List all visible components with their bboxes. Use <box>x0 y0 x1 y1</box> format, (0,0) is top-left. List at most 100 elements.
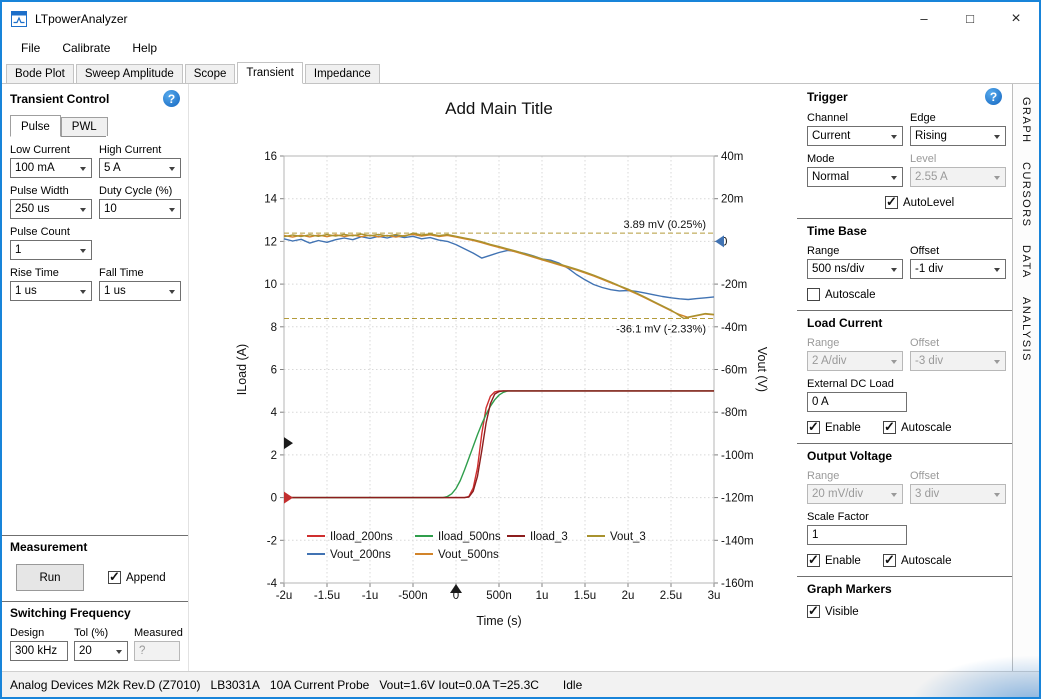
close-button[interactable]: × <box>1011 9 1021 27</box>
trigger-edge-select[interactable]: Rising <box>910 126 1006 146</box>
svg-text:-160m: -160m <box>721 578 754 590</box>
pulse-count-select[interactable]: 1 <box>10 240 92 260</box>
tab-impedance[interactable]: Impedance <box>304 64 380 83</box>
chevron-down-icon <box>994 268 1000 272</box>
load-current-offset-select: -3 div <box>910 351 1006 371</box>
side-tab-data[interactable]: DATA <box>1020 245 1032 279</box>
time-base-offset-select[interactable]: -1 div <box>910 259 1006 279</box>
status-state: Idle <box>562 677 583 692</box>
checkbox-icon <box>883 419 896 435</box>
rise-time-select[interactable]: 1 us <box>10 281 92 301</box>
external-dc-load-label: External DC Load <box>807 378 894 390</box>
svg-text:3.89 mV (0.25%): 3.89 mV (0.25%) <box>623 219 706 231</box>
divider <box>797 310 1012 311</box>
low-current-select[interactable]: 100 mA <box>10 158 92 178</box>
time-base-autoscale-checkbox[interactable]: Autoscale <box>807 288 1002 301</box>
measurement-header: Measurement <box>10 540 88 554</box>
side-tab-cursors[interactable]: CURSORS <box>1020 161 1032 228</box>
high-current-select[interactable]: 5 A <box>99 158 181 178</box>
output-voltage-header: Output Voltage <box>807 449 893 463</box>
svg-text:-80m: -80m <box>721 407 747 419</box>
svg-text:ILoad (A): ILoad (A) <box>235 344 249 395</box>
svg-text:0: 0 <box>453 590 459 602</box>
tab-scope[interactable]: Scope <box>184 64 236 83</box>
window-title: LTpowerAnalyzer <box>35 11 128 26</box>
trigger-edge-value: Rising <box>915 130 947 142</box>
tab-sweep-amplitude[interactable]: Sweep Amplitude <box>75 64 183 83</box>
pulse-width-select[interactable]: 250 us <box>10 199 92 219</box>
autolevel-checkbox[interactable]: AutoLevel <box>885 194 1002 210</box>
tolerance-select[interactable]: 20 <box>74 641 128 661</box>
output-voltage-range-value: 20 mV/div <box>812 488 864 500</box>
design-frequency-input[interactable] <box>10 641 68 661</box>
trigger-mode-select[interactable]: Normal <box>807 167 903 187</box>
subtab-pulse[interactable]: Pulse <box>10 115 61 137</box>
tol-label: Tol (%) <box>74 627 109 639</box>
append-checkbox[interactable]: Append <box>108 569 166 585</box>
menu-help[interactable]: Help <box>132 41 158 55</box>
minimize-button[interactable]: – <box>920 11 928 26</box>
switching-frequency-header: Switching Frequency <box>10 606 131 620</box>
output-voltage-enable-checkbox[interactable]: Enable <box>807 552 883 568</box>
help-icon[interactable]: ? <box>163 90 180 107</box>
chevron-down-icon <box>891 176 897 180</box>
pulse-pwl-tabs: Pulse PWL <box>10 115 108 137</box>
transient-chart: 16 40m 14 20m 12 0 10 -20m 8 -40m 6 -60m 4 -80m 2 -100m… <box>189 84 797 671</box>
fall-time-label: Fall Time <box>99 267 144 279</box>
output-voltage-autoscale-label: Autoscale <box>901 554 952 567</box>
scale-factor-input[interactable] <box>807 525 907 545</box>
rise-time-value: 1 us <box>15 285 37 297</box>
trigger-mode-value: Normal <box>812 171 850 183</box>
tab-transient[interactable]: Transient <box>237 62 303 84</box>
svg-text:-140m: -140m <box>721 535 754 547</box>
load-current-autoscale-label: Autoscale <box>901 421 952 434</box>
svg-text:0: 0 <box>271 493 277 505</box>
high-current-label: High Current <box>99 144 162 156</box>
tolerance-value: 20 <box>79 645 92 657</box>
markers-visible-checkbox[interactable]: Visible <box>807 603 1002 619</box>
maximize-button[interactable]: □ <box>966 11 974 26</box>
low-current-value: 100 mA <box>15 162 55 174</box>
output-voltage-autoscale-checkbox[interactable]: Autoscale <box>883 552 952 568</box>
svg-text:-4: -4 <box>267 578 278 590</box>
load-current-autoscale-checkbox[interactable]: Autoscale <box>883 419 952 435</box>
tab-bode-plot[interactable]: Bode Plot <box>6 64 74 83</box>
output-voltage-range-label: Range <box>807 470 840 482</box>
checkbox-icon <box>807 288 820 301</box>
menu-file[interactable]: File <box>21 41 41 55</box>
chevron-down-icon <box>994 135 1000 139</box>
autolevel-label: AutoLevel <box>903 196 955 209</box>
trigger-channel-select[interactable]: Current <box>807 126 903 146</box>
svg-text:-120m: -120m <box>721 493 754 505</box>
checkbox-icon <box>885 194 898 210</box>
help-icon[interactable]: ? <box>985 88 1002 105</box>
checkbox-icon <box>807 552 820 568</box>
load-current-enable-label: Enable <box>825 421 861 434</box>
duty-cycle-select[interactable]: 10 <box>99 199 181 219</box>
svg-text:10: 10 <box>264 279 277 291</box>
time-base-range-value: 500 ns/div <box>812 263 865 275</box>
subtab-pwl[interactable]: PWL <box>60 117 108 136</box>
main-content: Transient Control ? Pulse PWL Low Curren… <box>2 84 1039 671</box>
svg-text:-40m: -40m <box>721 322 747 334</box>
side-tab-graph[interactable]: GRAPH <box>1020 97 1032 144</box>
menu-calibrate[interactable]: Calibrate <box>62 41 111 55</box>
svg-text:4: 4 <box>271 407 278 419</box>
svg-text:Iload_500ns: Iload_500ns <box>438 531 501 543</box>
run-button[interactable]: Run <box>16 564 84 591</box>
fall-time-select[interactable]: 1 us <box>99 281 181 301</box>
divider <box>797 218 1012 219</box>
output-voltage-offset-value: 3 div <box>915 488 940 500</box>
svg-text:6: 6 <box>271 365 277 377</box>
chevron-down-icon <box>169 290 175 294</box>
side-tab-analysis[interactable]: ANALYSIS <box>1020 296 1032 362</box>
svg-text:500n: 500n <box>486 590 512 602</box>
time-base-range-select[interactable]: 500 ns/div <box>807 259 903 279</box>
checkbox-icon <box>807 603 820 619</box>
chevron-down-icon <box>994 493 1000 497</box>
load-current-enable-checkbox[interactable]: Enable <box>807 419 883 435</box>
external-dc-load-input[interactable] <box>807 392 907 412</box>
duty-cycle-label: Duty Cycle (%) <box>99 185 173 197</box>
design-label: Design <box>10 627 45 639</box>
